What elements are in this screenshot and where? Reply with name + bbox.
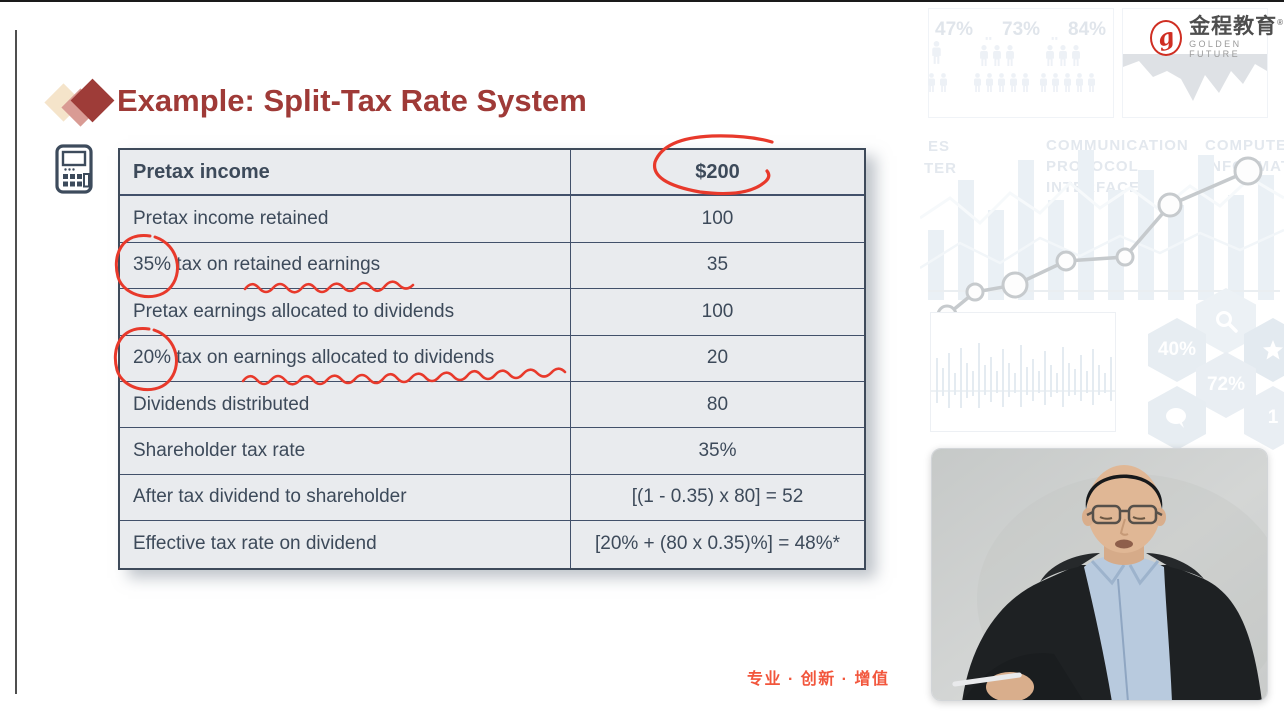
shirt (1084, 555, 1172, 700)
table-row: Effective tax rate on dividend [20% + (8… (120, 521, 864, 568)
slide-left-rule (15, 30, 17, 694)
caption-left-1: ES (928, 138, 951, 155)
row-value: [(1 - 0.35) x 80] = 52 (570, 474, 864, 521)
logo-seal-icon: g (1150, 19, 1183, 56)
stat-73: 73% (1002, 19, 1041, 40)
row-label: Pretax income (133, 160, 270, 183)
row-value: [20% + (80 x 0.35)%] = 48%* (570, 521, 864, 568)
mouth (1115, 539, 1133, 549)
brand-slogan: 专业 · 创新 · 增值 (747, 671, 890, 688)
table-row: Dividends distributed 80 (120, 381, 864, 429)
row-value: 100 (570, 289, 864, 335)
calculator-icon (55, 144, 93, 194)
row-label: Dividends distributed (133, 393, 310, 415)
caption-mid-1: COMMUNICATION (1046, 137, 1189, 154)
caption-left-2: TER (924, 160, 957, 177)
row-label: Effective tax rate on dividend (133, 533, 377, 555)
page-title: Example: Split-Tax Rate System (117, 83, 587, 118)
row-label: 20% tax on earnings allocated to dividen… (133, 347, 495, 369)
background-area-chart (1122, 8, 1268, 118)
split-tax-table: Pretax income $200 Pretax income retaine… (118, 148, 866, 570)
table-row: Shareholder tax rate 35% (120, 428, 864, 475)
presenter-illustration (932, 449, 1267, 700)
candlestick-strokes (931, 343, 1115, 408)
magnifier-icon (1216, 311, 1238, 333)
background-candlestick-chart (930, 312, 1116, 432)
caption-right-1: COMPUTER (1205, 137, 1284, 154)
row-value: $200 (570, 150, 864, 195)
table-row: Pretax earnings allocated to dividends 1… (120, 289, 864, 336)
row-label: 35% tax on retained earnings (133, 254, 381, 276)
table-row: Pretax income $200 (120, 150, 864, 197)
logo-monogram: g (1155, 22, 1177, 53)
table-row: Pretax income retained 100 (120, 196, 864, 243)
row-value: 35 (570, 242, 864, 289)
speech-bubble-icon (1166, 408, 1186, 428)
row-value: 20 (570, 335, 864, 381)
hex-partial-label: 1 (1267, 407, 1279, 428)
logo-name-cn: 金程教育® (1189, 15, 1284, 38)
row-value: 35% (570, 428, 864, 474)
table-row: 20% tax on earnings allocated to dividen… (120, 335, 864, 382)
background-people-infographic: 47% 73% 84% (927, 8, 1114, 118)
table-row: 35% tax on retained earnings 35 (120, 242, 864, 290)
caption-right-2: INFORMATIO (1205, 158, 1284, 175)
stat-84: 84% (1068, 19, 1107, 40)
area-chart-shape (1123, 54, 1267, 101)
row-label: Pretax income retained (133, 208, 329, 230)
star-icon (1263, 340, 1283, 360)
hex-40-label: 40% (1157, 339, 1197, 360)
pen-icon (952, 672, 1022, 687)
glasses-icon (1091, 504, 1122, 525)
table-row: After tax dividend to shareholder [(1 - … (120, 474, 864, 522)
row-label: After tax dividend to shareholder (133, 486, 407, 508)
people-icons (927, 37, 1096, 92)
top-border-line (0, 0, 1284, 2)
stat-47: 47% (935, 19, 974, 40)
logo-text: 金程教育® GOLDEN FUTURE (1189, 15, 1284, 60)
row-label: Shareholder tax rate (133, 440, 306, 462)
brand-logo: g 金程教育® GOLDEN FUTURE (1150, 15, 1284, 60)
caption-mid-2: PROTOCOL (1046, 158, 1139, 175)
hex-72-label: 72% (1206, 374, 1246, 395)
row-value: 100 (570, 196, 864, 242)
registered-mark: ® (1277, 18, 1284, 27)
face (1087, 465, 1161, 553)
row-label: Pretax earnings allocated to dividends (133, 300, 455, 322)
logo-name-en: GOLDEN FUTURE (1189, 39, 1242, 60)
caption-mid-3: INTERFACE (1046, 179, 1141, 196)
row-value: 80 (570, 381, 864, 428)
webcam-video (931, 448, 1268, 701)
